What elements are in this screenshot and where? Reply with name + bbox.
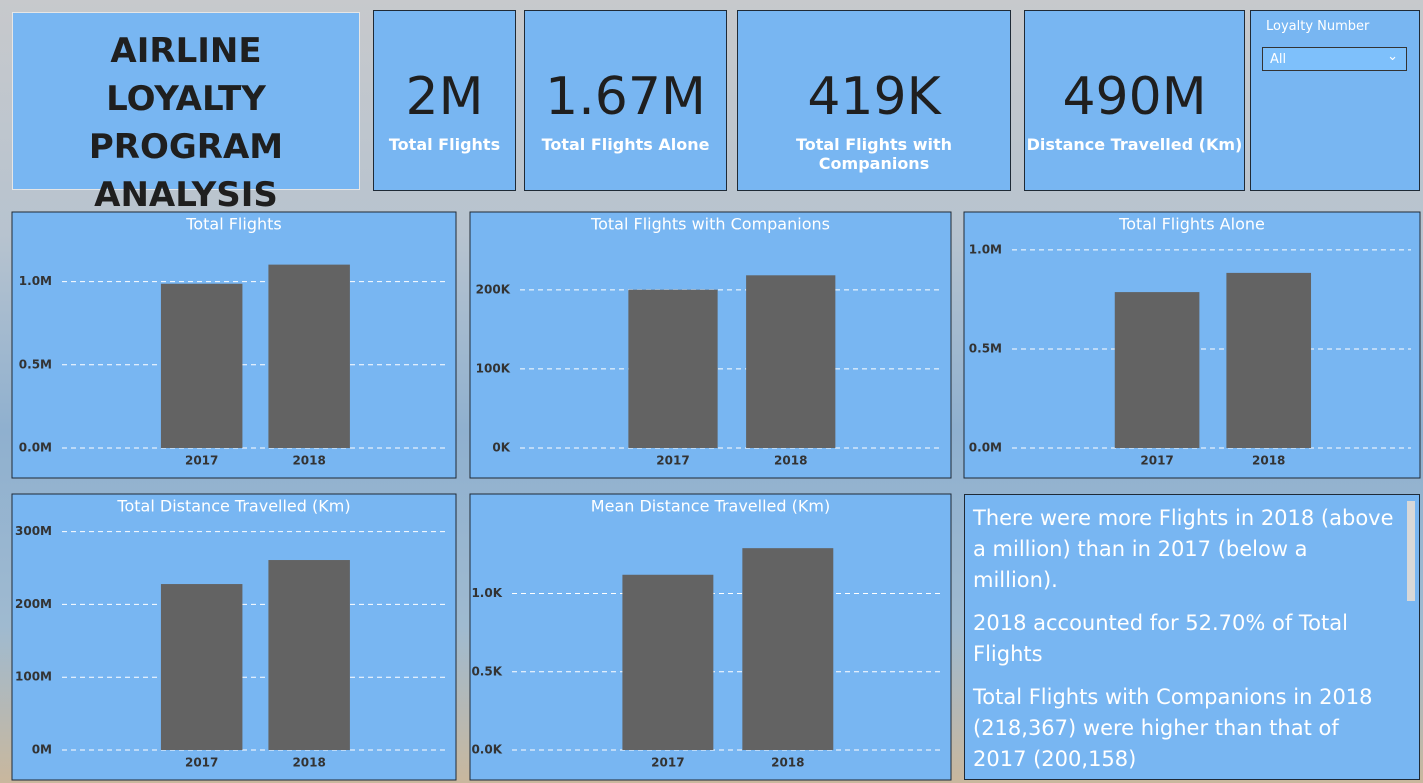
slicer-dropdown[interactable]: All ⌄ bbox=[1262, 47, 1407, 71]
kpi-label: Total Flights bbox=[388, 135, 501, 154]
bar bbox=[742, 548, 834, 750]
kpi-card: 1.67M Total Flights Alone bbox=[524, 10, 727, 191]
x-tick-label: 2018 bbox=[774, 454, 807, 468]
bar bbox=[622, 574, 714, 750]
kpi-card: 2M Total Flights bbox=[373, 10, 516, 191]
bar bbox=[268, 560, 350, 750]
y-tick-label: 100M bbox=[15, 670, 52, 684]
kpi-label: Total Flights Alone bbox=[541, 135, 710, 154]
y-tick-label: 100K bbox=[476, 361, 511, 375]
y-tick-label: 300M bbox=[15, 524, 52, 538]
slicer-value: All bbox=[1270, 52, 1287, 67]
insight-text: There were more Flights in 2018 (above a… bbox=[973, 506, 1394, 592]
kpi-card: 490M Distance Travelled (Km) bbox=[1024, 10, 1245, 191]
bar bbox=[1226, 272, 1312, 448]
x-tick-label: 2017 bbox=[1140, 454, 1173, 468]
y-tick-label: 0.5K bbox=[471, 664, 502, 678]
bar bbox=[1114, 292, 1200, 448]
scrollbar[interactable] bbox=[1407, 501, 1415, 601]
chart-title: Total Distance Travelled (Km) bbox=[116, 497, 350, 516]
x-tick-label: 2018 bbox=[292, 454, 325, 468]
x-tick-label: 2017 bbox=[185, 756, 218, 770]
x-tick-label: 2017 bbox=[656, 454, 689, 468]
y-tick-label: 0M bbox=[32, 743, 52, 757]
chart-title: Mean Distance Travelled (Km) bbox=[591, 497, 830, 516]
x-tick-label: 2018 bbox=[292, 756, 325, 770]
y-tick-label: 200K bbox=[476, 282, 511, 296]
y-tick-label: 1.0M bbox=[19, 274, 52, 288]
kpi-value: 1.67M bbox=[545, 67, 706, 127]
chart-title: Total Flights with Companions bbox=[590, 215, 830, 234]
x-tick-label: 2018 bbox=[771, 756, 804, 770]
slicer: Loyalty Number All ⌄ bbox=[1250, 10, 1420, 191]
slicer-title: Loyalty Number bbox=[1266, 19, 1370, 34]
bar bbox=[160, 283, 243, 448]
bar bbox=[268, 264, 350, 448]
kpi-value: 419K bbox=[807, 67, 941, 127]
chart-title: Total Flights Alone bbox=[1118, 215, 1265, 234]
y-tick-label: 0.0M bbox=[969, 441, 1002, 455]
kpi-value: 490M bbox=[1062, 67, 1207, 127]
x-tick-label: 2017 bbox=[185, 454, 218, 468]
y-tick-label: 0.5M bbox=[19, 357, 52, 371]
y-tick-label: 0.0K bbox=[471, 743, 502, 757]
y-tick-label: 0K bbox=[492, 441, 510, 455]
y-tick-label: 1.0M bbox=[969, 242, 1002, 256]
bar bbox=[160, 584, 243, 750]
y-tick-label: 1.0K bbox=[471, 586, 502, 600]
kpi-value: 2M bbox=[405, 67, 484, 127]
bar bbox=[628, 289, 718, 448]
x-tick-label: 2018 bbox=[1252, 454, 1285, 468]
report-title: AIRLINE LOYALTY PROGRAM ANALYSIS bbox=[12, 12, 360, 215]
dropdown-arrow[interactable]: ⌄ bbox=[1387, 49, 1398, 64]
insight-text: Total Flights with Companions in 2018 (2… bbox=[973, 685, 1373, 771]
y-tick-label: 200M bbox=[15, 597, 52, 611]
y-tick-label: 0.5M bbox=[969, 341, 1002, 355]
x-tick-label: 2017 bbox=[651, 756, 684, 770]
insight-text: 2018 accounted for 52.70% of Total Fligh… bbox=[973, 611, 1348, 666]
kpi-card: 419K Total Flights with Companions bbox=[737, 10, 1011, 191]
chart-title: Total Flights bbox=[185, 215, 281, 234]
kpi-label: Total Flights with Companions bbox=[795, 135, 953, 173]
y-tick-label: 0.0M bbox=[19, 441, 52, 455]
bar bbox=[746, 275, 836, 448]
insights-box: There were more Flights in 2018 (above a… bbox=[964, 494, 1420, 780]
kpi-label: Distance Travelled (Km) bbox=[1026, 135, 1243, 154]
